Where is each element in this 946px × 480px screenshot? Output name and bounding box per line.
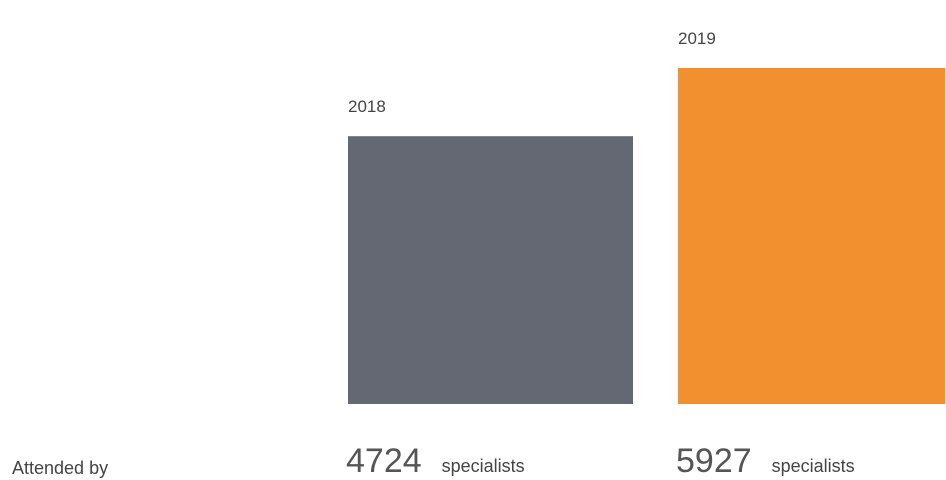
bar — [678, 68, 945, 404]
bar — [348, 136, 633, 404]
unit-label: specialists — [442, 456, 525, 476]
row-label: Attended by — [12, 458, 108, 478]
value-label: 5927 — [676, 442, 752, 480]
value-label: 4724 — [346, 442, 422, 480]
unit-label: specialists — [772, 456, 855, 476]
category-label: 2018 — [348, 97, 386, 116]
category-label: 2019 — [678, 29, 716, 48]
